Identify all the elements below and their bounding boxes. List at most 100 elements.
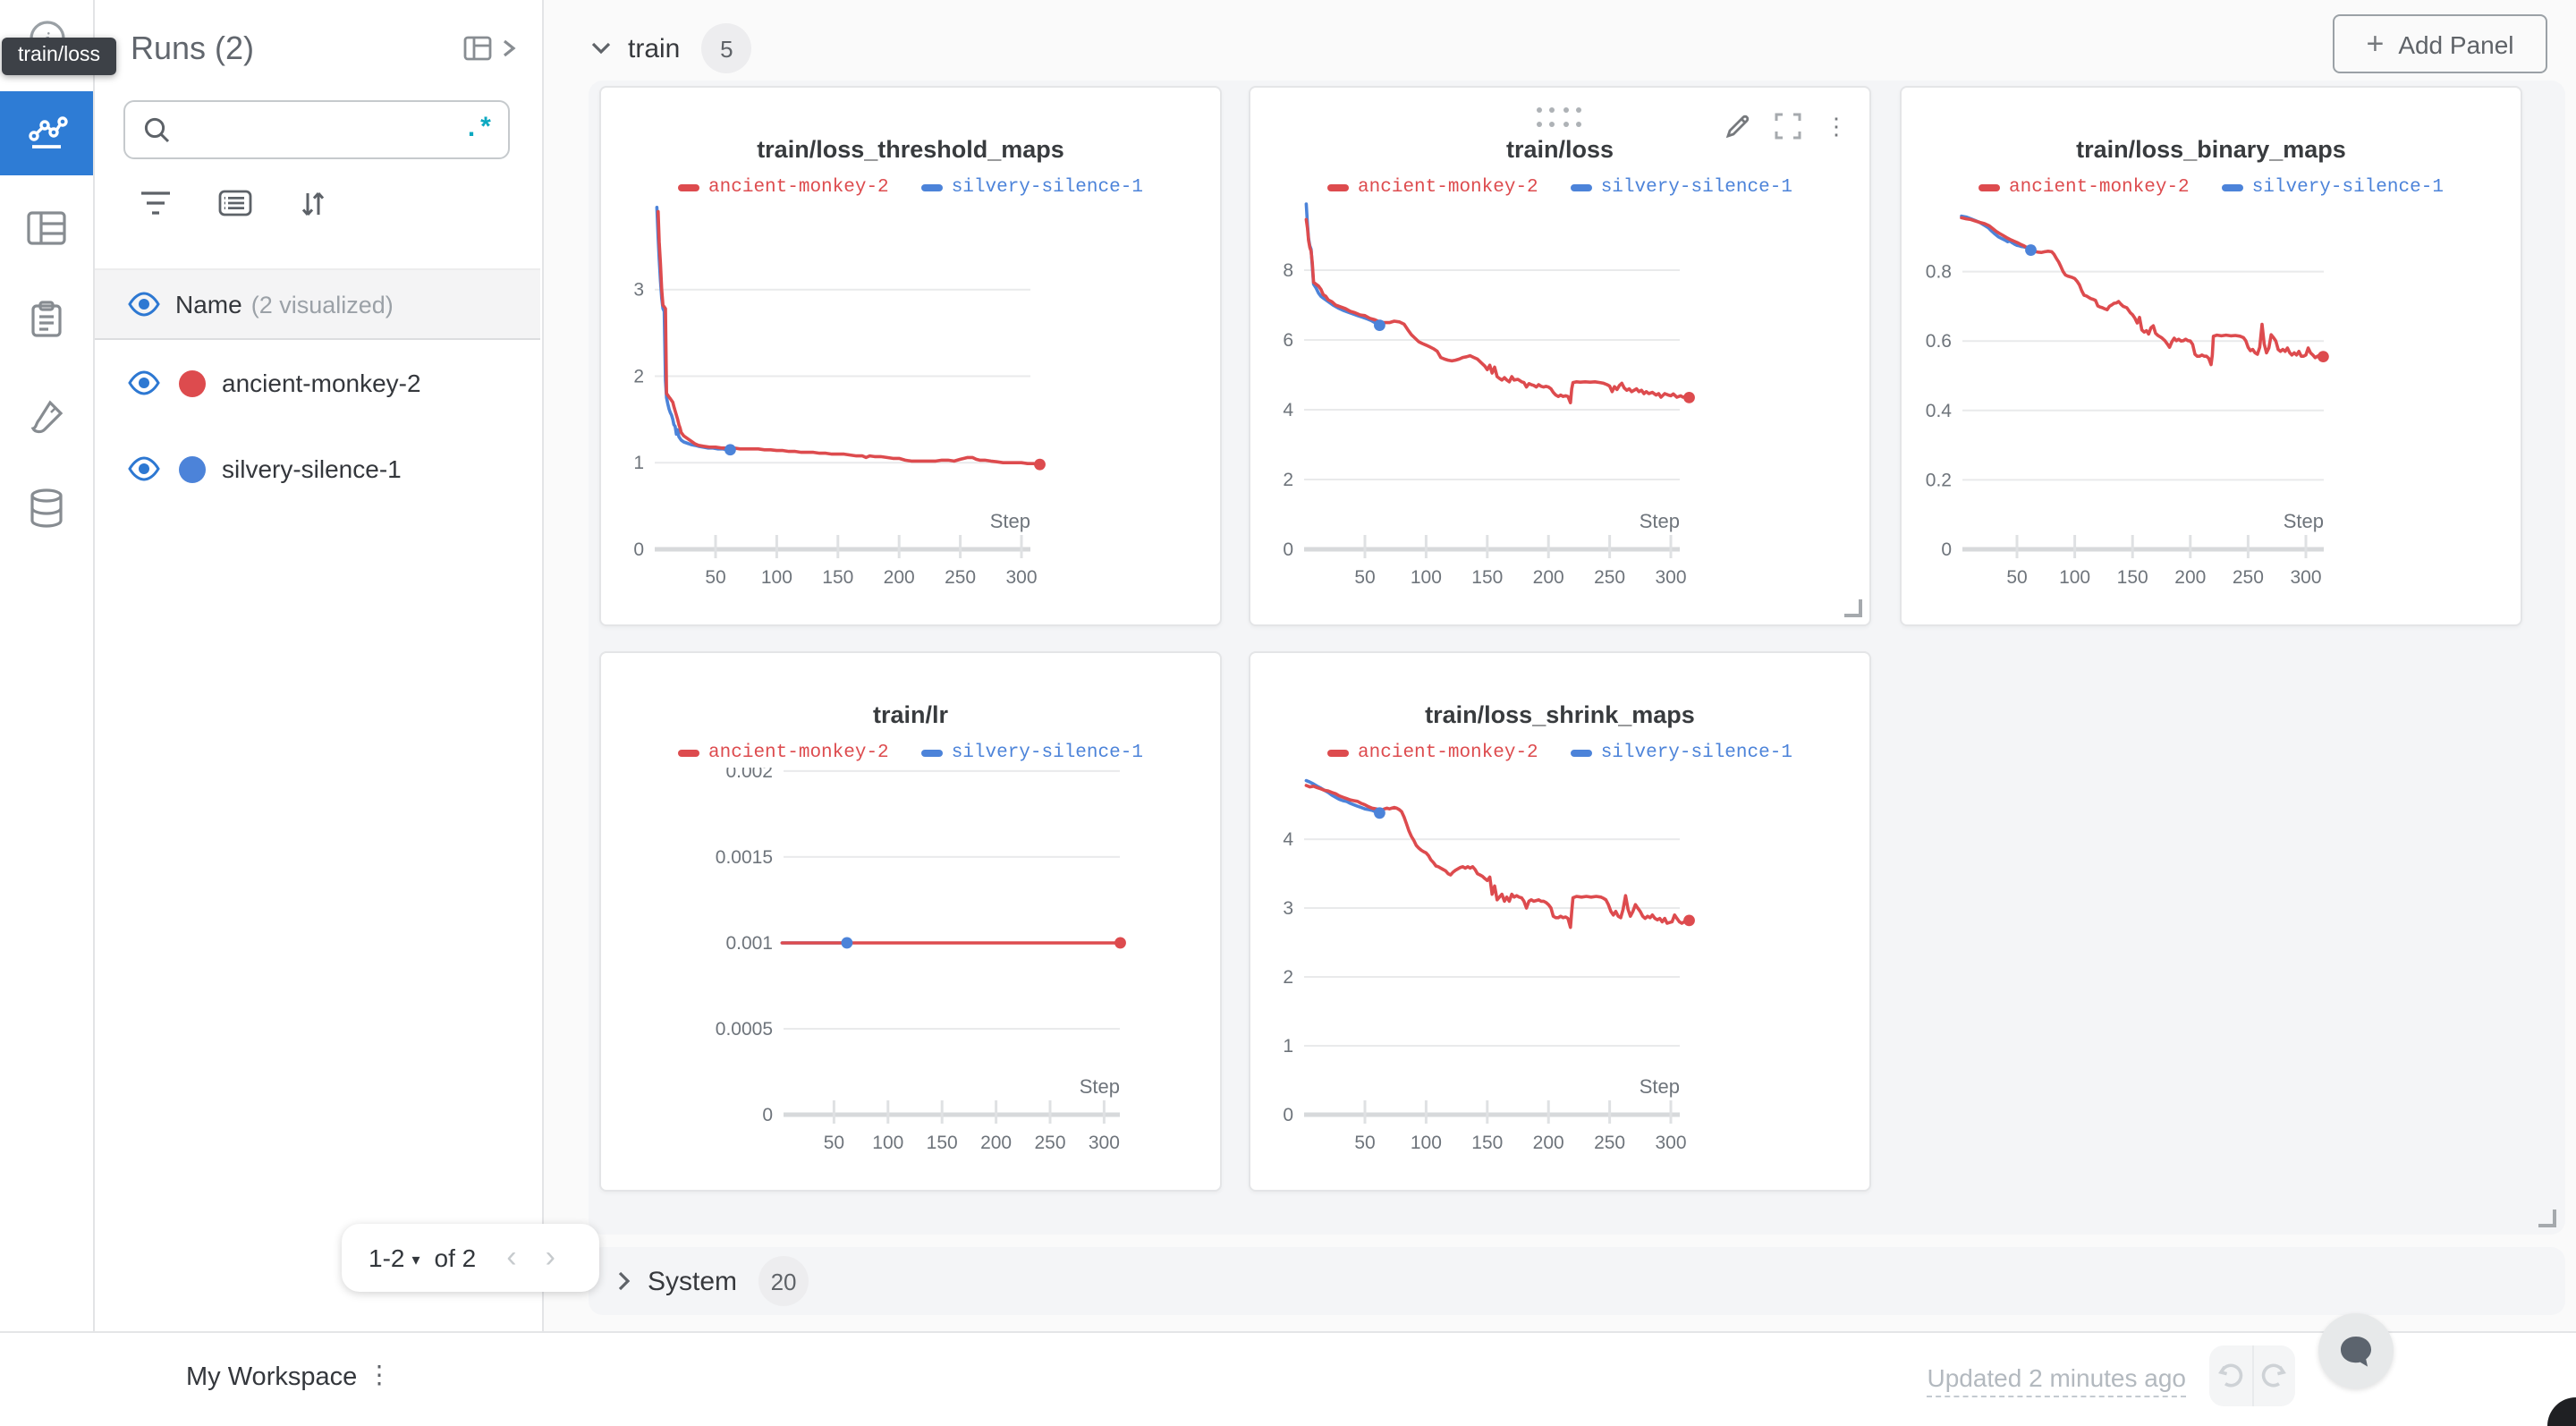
chart-panel[interactable]: train/loss ancient-monkey-2 silvery-silenc…: [1249, 86, 1871, 626]
add-panel-button[interactable]: + Add Panel: [2333, 14, 2547, 73]
undo-icon[interactable]: [2209, 1345, 2251, 1406]
tooltip: train/loss: [2, 38, 117, 75]
svg-text:150: 150: [927, 1133, 958, 1153]
legend: ancient-monkey-2 silvery-silence-1: [601, 177, 1220, 199]
next-page-icon[interactable]: ›: [545, 1240, 555, 1274]
workspace-title[interactable]: My Workspace: [186, 1363, 358, 1392]
system-section-header[interactable]: System 20: [589, 1247, 2565, 1315]
visibility-eye-icon[interactable]: [127, 370, 161, 395]
legend-dash-icon: [1570, 750, 1592, 757]
group-list-icon[interactable]: [218, 190, 252, 218]
svg-text:300: 300: [1089, 1133, 1120, 1153]
svg-text:0: 0: [1941, 539, 1952, 560]
chart-panel[interactable]: train/lr ancient-monkey-2 silvery-silence-…: [599, 651, 1222, 1192]
updated-timestamp[interactable]: Updated 2 minutes ago: [1927, 1363, 2186, 1397]
legend-dash-icon: [2221, 184, 2243, 191]
section-label: train: [628, 33, 681, 64]
legend-dash-icon: [678, 750, 700, 757]
run-color-dot[interactable]: [179, 455, 206, 482]
panel-title: train/lr: [872, 701, 948, 728]
section-label: System: [648, 1266, 738, 1296]
svg-text:200: 200: [980, 1133, 1012, 1153]
run-row[interactable]: silvery-silence-1: [93, 429, 540, 508]
svg-text:50: 50: [705, 567, 725, 588]
redo-icon[interactable]: [2251, 1345, 2295, 1406]
legend-entry: ancient-monkey-2: [1327, 743, 1538, 764]
regex-toggle-icon[interactable]: .*: [462, 115, 494, 145]
tooltip-text: train/loss: [18, 45, 101, 66]
filter-icon[interactable]: [140, 190, 172, 218]
line-chart-icon[interactable]: [0, 91, 93, 175]
svg-text:150: 150: [2117, 567, 2148, 588]
drag-grip-icon[interactable]: [1537, 107, 1583, 131]
svg-text:0.8: 0.8: [1926, 262, 1952, 283]
svg-text:4: 4: [1283, 829, 1293, 850]
chart-canvas: 0 2 4 6 8 50 100 150 200 250 300 Step: [1283, 202, 1695, 588]
undo-redo-group: [2209, 1345, 2295, 1406]
legend-run-name: ancient-monkey-2: [1358, 177, 1538, 199]
svg-text:Step: Step: [1640, 510, 1680, 532]
svg-text:50: 50: [1354, 567, 1375, 588]
legend-dash-icon: [1979, 184, 2001, 191]
chat-launcher-button[interactable]: [2318, 1313, 2394, 1388]
svg-text:0.0015: 0.0015: [716, 847, 773, 868]
chart-panel[interactable]: train/loss_threshold_maps ancient-monkey-…: [599, 86, 1222, 626]
page-size-caret-icon[interactable]: ▾: [411, 1250, 420, 1268]
visibility-eye-icon[interactable]: [127, 456, 161, 481]
page-range[interactable]: 1-2: [369, 1244, 405, 1272]
legend: ancient-monkey-2 silvery-silence-1: [1250, 743, 1869, 764]
chart-panel[interactable]: train/loss_binary_maps ancient-monkey-2 si…: [1900, 86, 2522, 626]
prev-page-icon[interactable]: ‹: [506, 1240, 517, 1274]
database-icon[interactable]: [0, 467, 93, 549]
svg-text:150: 150: [1471, 567, 1503, 588]
table-icon[interactable]: [0, 186, 93, 268]
visibility-eye-icon[interactable]: [127, 292, 161, 317]
runs-table-header[interactable]: Name (2 visualized): [93, 268, 540, 340]
chart-canvas: 0 1 2 3 50 100 150 200 250 300 Step: [633, 206, 1046, 588]
expand-runs-chevron-icon[interactable]: [501, 38, 517, 59]
run-row[interactable]: ancient-monkey-2: [93, 344, 540, 422]
panel-count-badge: 20: [758, 1256, 809, 1306]
panel-resize-handle-icon[interactable]: [1844, 599, 1862, 617]
svg-text:8: 8: [1283, 260, 1293, 281]
panel-title: train/loss_shrink_maps: [1425, 701, 1695, 728]
runs-table-icon[interactable]: [463, 36, 492, 61]
panel-kebab-icon[interactable]: ⋮: [1825, 113, 1848, 140]
svg-text:50: 50: [1354, 1133, 1375, 1153]
svg-text:250: 250: [1594, 567, 1625, 588]
panel-title: train/loss: [1505, 136, 1614, 163]
svg-text:1: 1: [633, 453, 644, 473]
run-name[interactable]: silvery-silence-1: [222, 454, 402, 483]
chevron-down-icon[interactable]: [590, 41, 612, 55]
edit-pencil-icon[interactable]: [1724, 113, 1751, 140]
svg-text:Step: Step: [1080, 1075, 1120, 1098]
brush-icon[interactable]: [0, 374, 93, 456]
legend-entry: silvery-silence-1: [920, 177, 1143, 199]
svg-text:100: 100: [2059, 567, 2090, 588]
run-name[interactable]: ancient-monkey-2: [222, 369, 421, 397]
run-color-dot[interactable]: [179, 369, 206, 396]
svg-text:200: 200: [1533, 567, 1564, 588]
svg-text:250: 250: [945, 567, 976, 588]
section-resize-handle-icon[interactable]: [2538, 1210, 2556, 1227]
legend-entry: silvery-silence-1: [920, 743, 1143, 764]
fullscreen-icon[interactable]: [1775, 113, 1801, 140]
chevron-right-icon[interactable]: [617, 1270, 631, 1292]
clipboard-icon[interactable]: [0, 277, 93, 360]
svg-text:100: 100: [1411, 567, 1442, 588]
column-name-label: Name: [175, 290, 242, 318]
svg-text:1: 1: [1283, 1036, 1293, 1057]
svg-text:Step: Step: [1640, 1075, 1680, 1098]
workspace-menu-kebab-icon[interactable]: ⋮: [367, 1360, 392, 1388]
chart-panel[interactable]: train/loss_shrink_maps ancient-monkey-2 si…: [1249, 651, 1871, 1192]
search-input[interactable]: [186, 115, 463, 145]
train-section-header[interactable]: train 5: [590, 23, 752, 73]
panel-title: train/loss_threshold_maps: [757, 136, 1064, 163]
legend-dash-icon: [920, 750, 943, 757]
legend-entry: silvery-silence-1: [1570, 177, 1792, 199]
svg-text:0.2: 0.2: [1926, 470, 1952, 490]
svg-text:0: 0: [762, 1105, 773, 1125]
svg-text:50: 50: [824, 1133, 844, 1153]
sort-icon[interactable]: [299, 190, 327, 218]
legend-run-name: ancient-monkey-2: [1358, 743, 1538, 764]
